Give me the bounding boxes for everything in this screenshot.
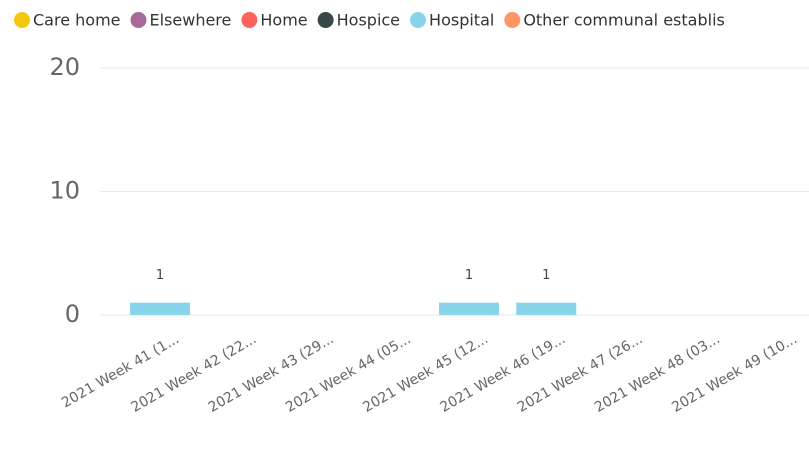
x-tick-label: 2021 Week 45 (12...: [360, 331, 491, 416]
legend-swatch: [410, 12, 427, 28]
y-tick-label: 0: [65, 300, 80, 328]
legend-swatch: [241, 12, 258, 28]
legend-item: Home: [241, 11, 308, 30]
legend-label: Home: [260, 11, 307, 30]
x-tick-label: 2021 Week 49 (10...: [669, 331, 800, 416]
legend-swatch: [504, 12, 521, 28]
bar: [130, 302, 191, 315]
x-tick-label: 2021 Week 43 (29...: [206, 331, 337, 416]
data-label: 1: [465, 268, 473, 283]
legend-swatch: [317, 12, 334, 28]
bar: [516, 302, 577, 315]
x-tick-label: 2021 Week 42 (22...: [128, 331, 259, 416]
legend-item: Care home: [14, 11, 121, 30]
legend-item: Hospice: [317, 11, 400, 30]
legend-label: Hospice: [337, 11, 400, 30]
data-label: 1: [156, 268, 164, 283]
x-tick-label: 2021 Week 48 (03...: [592, 331, 723, 416]
legend-label: Elsewhere: [150, 11, 232, 30]
legend-label: Care home: [33, 11, 121, 30]
x-tick-label: 2021 Week 47 (26...: [515, 331, 646, 416]
y-tick-label: 20: [49, 53, 80, 81]
legend-item: Other communal establis: [504, 11, 725, 30]
x-tick-label: 2021 Week 46 (19...: [437, 331, 568, 416]
data-label: 1: [542, 268, 550, 283]
legend-item: Hospital: [410, 11, 494, 30]
legend-swatch: [130, 12, 147, 28]
legend-item: Elsewhere: [130, 11, 232, 30]
y-tick-label: 10: [49, 177, 80, 205]
legend-label: Hospital: [429, 11, 494, 30]
legend-label: Other communal establis: [523, 11, 725, 30]
legend-swatch: [14, 12, 30, 28]
x-tick-label: 2021 Week 44 (05...: [283, 331, 414, 416]
bar: [439, 302, 500, 315]
